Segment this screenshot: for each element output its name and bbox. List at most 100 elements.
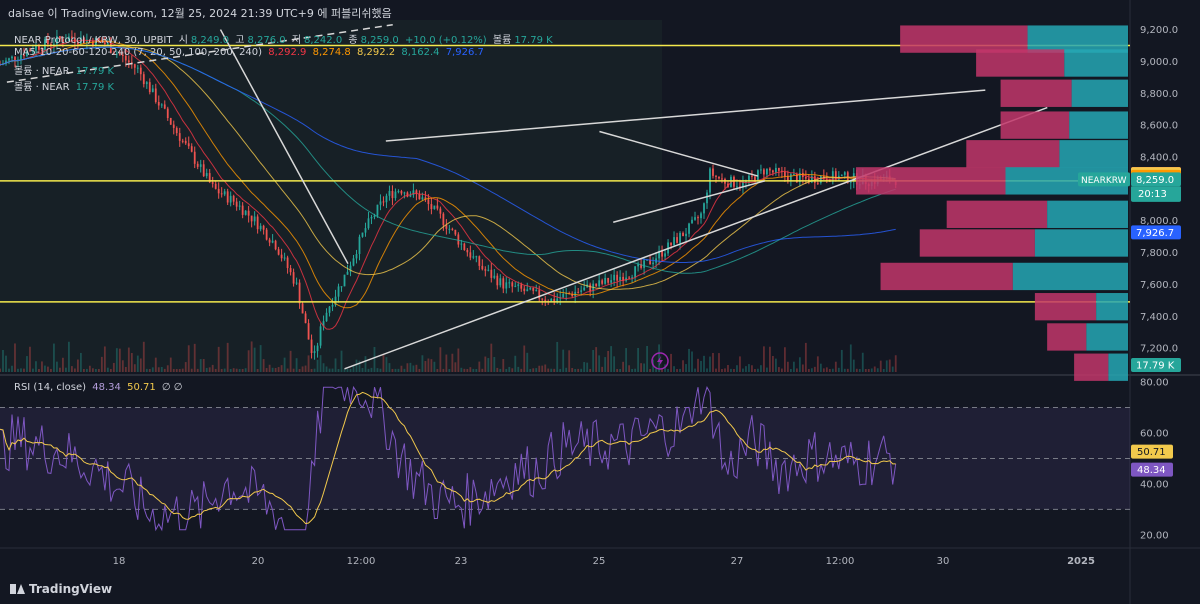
candle-body — [736, 186, 738, 188]
trendline — [385, 89, 986, 142]
volume-bar — [789, 368, 792, 372]
volume-bar — [688, 348, 690, 372]
volume-legend-1: 볼륨 · NEAR 17.79 K — [14, 62, 117, 77]
candle-body — [106, 43, 109, 45]
candle-body — [634, 266, 637, 278]
candle-body — [298, 282, 301, 304]
candle-body — [310, 339, 313, 354]
close-value: 8,259.0 — [360, 35, 399, 46]
candle-body — [319, 326, 322, 346]
candle-body — [532, 287, 535, 291]
volume-profile-sell — [946, 200, 1048, 228]
volume-bar — [56, 361, 58, 372]
volume-profile-sell — [966, 140, 1060, 168]
ma-value-5: 7,926.7 — [445, 47, 484, 58]
volume-bar — [772, 355, 774, 372]
volume-bar — [724, 368, 726, 372]
candle-body — [391, 190, 394, 199]
volume-bar — [676, 368, 678, 372]
volume-bar — [463, 368, 466, 372]
volume-bar — [286, 368, 289, 372]
candle-body — [834, 171, 837, 180]
volume-legend-label: 볼륨 · NEAR — [14, 66, 70, 77]
candle-body — [235, 201, 238, 207]
candle-body — [139, 67, 142, 75]
volume-bar — [640, 363, 642, 372]
candle-body — [583, 287, 586, 291]
volume-bar — [247, 350, 250, 372]
candle-body — [825, 178, 828, 180]
volume-bar — [727, 364, 729, 372]
candle-body — [76, 42, 79, 45]
volume-bar — [622, 361, 625, 372]
volume-bar — [29, 346, 31, 372]
candle-body — [421, 197, 424, 200]
candle-body — [358, 236, 361, 254]
volume-bar — [0, 368, 1, 372]
volume-bar — [664, 364, 666, 372]
tradingview-logo[interactable]: TradingView — [10, 582, 112, 596]
candle-body — [322, 321, 325, 327]
volume-bar — [807, 368, 810, 372]
candle-body — [430, 204, 433, 210]
volume-profile-buy — [1027, 25, 1128, 53]
volume-profile-sell — [856, 167, 1006, 195]
volume-bar — [106, 367, 109, 372]
volume-bar — [855, 368, 858, 372]
volume-value: 17.79 K — [514, 35, 553, 46]
rsi-value-box — [1131, 462, 1173, 477]
time-tick-label: 30 — [937, 556, 950, 567]
candle-body — [199, 164, 202, 167]
trendline — [613, 180, 766, 224]
candle-body — [792, 174, 795, 176]
volume-bar — [148, 368, 151, 372]
candle-body — [32, 50, 34, 52]
candle-body — [610, 280, 613, 283]
candle-body — [364, 228, 367, 233]
candle-body — [97, 38, 100, 41]
volume-bar — [421, 355, 424, 372]
price-label-text: 7,926.7 — [1136, 228, 1174, 239]
price-tick-label: 8,600.0 — [1140, 121, 1178, 132]
candle-body — [154, 88, 157, 102]
candle-body — [355, 253, 358, 259]
ma-value-4: 8,162.4 — [401, 47, 440, 58]
candle-body — [415, 190, 418, 194]
volume-bar — [388, 363, 391, 372]
volume-bar — [139, 358, 142, 372]
candle-body — [301, 303, 304, 314]
candle-body — [718, 176, 720, 179]
rsi-value-box — [1131, 444, 1173, 459]
volume-bar — [646, 345, 648, 372]
volume-profile-buy — [1108, 353, 1128, 381]
candle-body — [331, 305, 334, 307]
volume-bar — [442, 368, 445, 372]
volume-bar — [532, 368, 535, 372]
candle-body — [499, 278, 502, 286]
ma-value-3: 8,292.2 — [356, 47, 396, 58]
candle-body — [649, 259, 651, 265]
volume-bar — [94, 369, 97, 372]
rsi-tick-label: 80.00 — [1140, 378, 1169, 389]
volume-profile-sell — [1000, 111, 1070, 139]
volume-bar — [391, 368, 394, 372]
volume-bar — [730, 368, 732, 372]
candle-body — [535, 290, 538, 292]
volume-bar — [745, 366, 747, 372]
candle-body — [349, 265, 352, 272]
volume-bar — [121, 360, 124, 372]
volume-bar — [852, 359, 855, 372]
volume-bar — [11, 365, 13, 372]
volume-bar — [364, 356, 367, 372]
volume-bar — [208, 367, 211, 372]
volume-bar — [310, 368, 313, 372]
volume-bar — [610, 346, 613, 372]
volume-bar — [17, 368, 19, 372]
volume-bar — [355, 359, 358, 372]
volume-bar — [38, 368, 40, 372]
volume-bar — [733, 368, 735, 372]
volume-profile-buy — [1047, 200, 1128, 228]
volume-bar — [253, 347, 256, 372]
candles — [0, 29, 897, 372]
